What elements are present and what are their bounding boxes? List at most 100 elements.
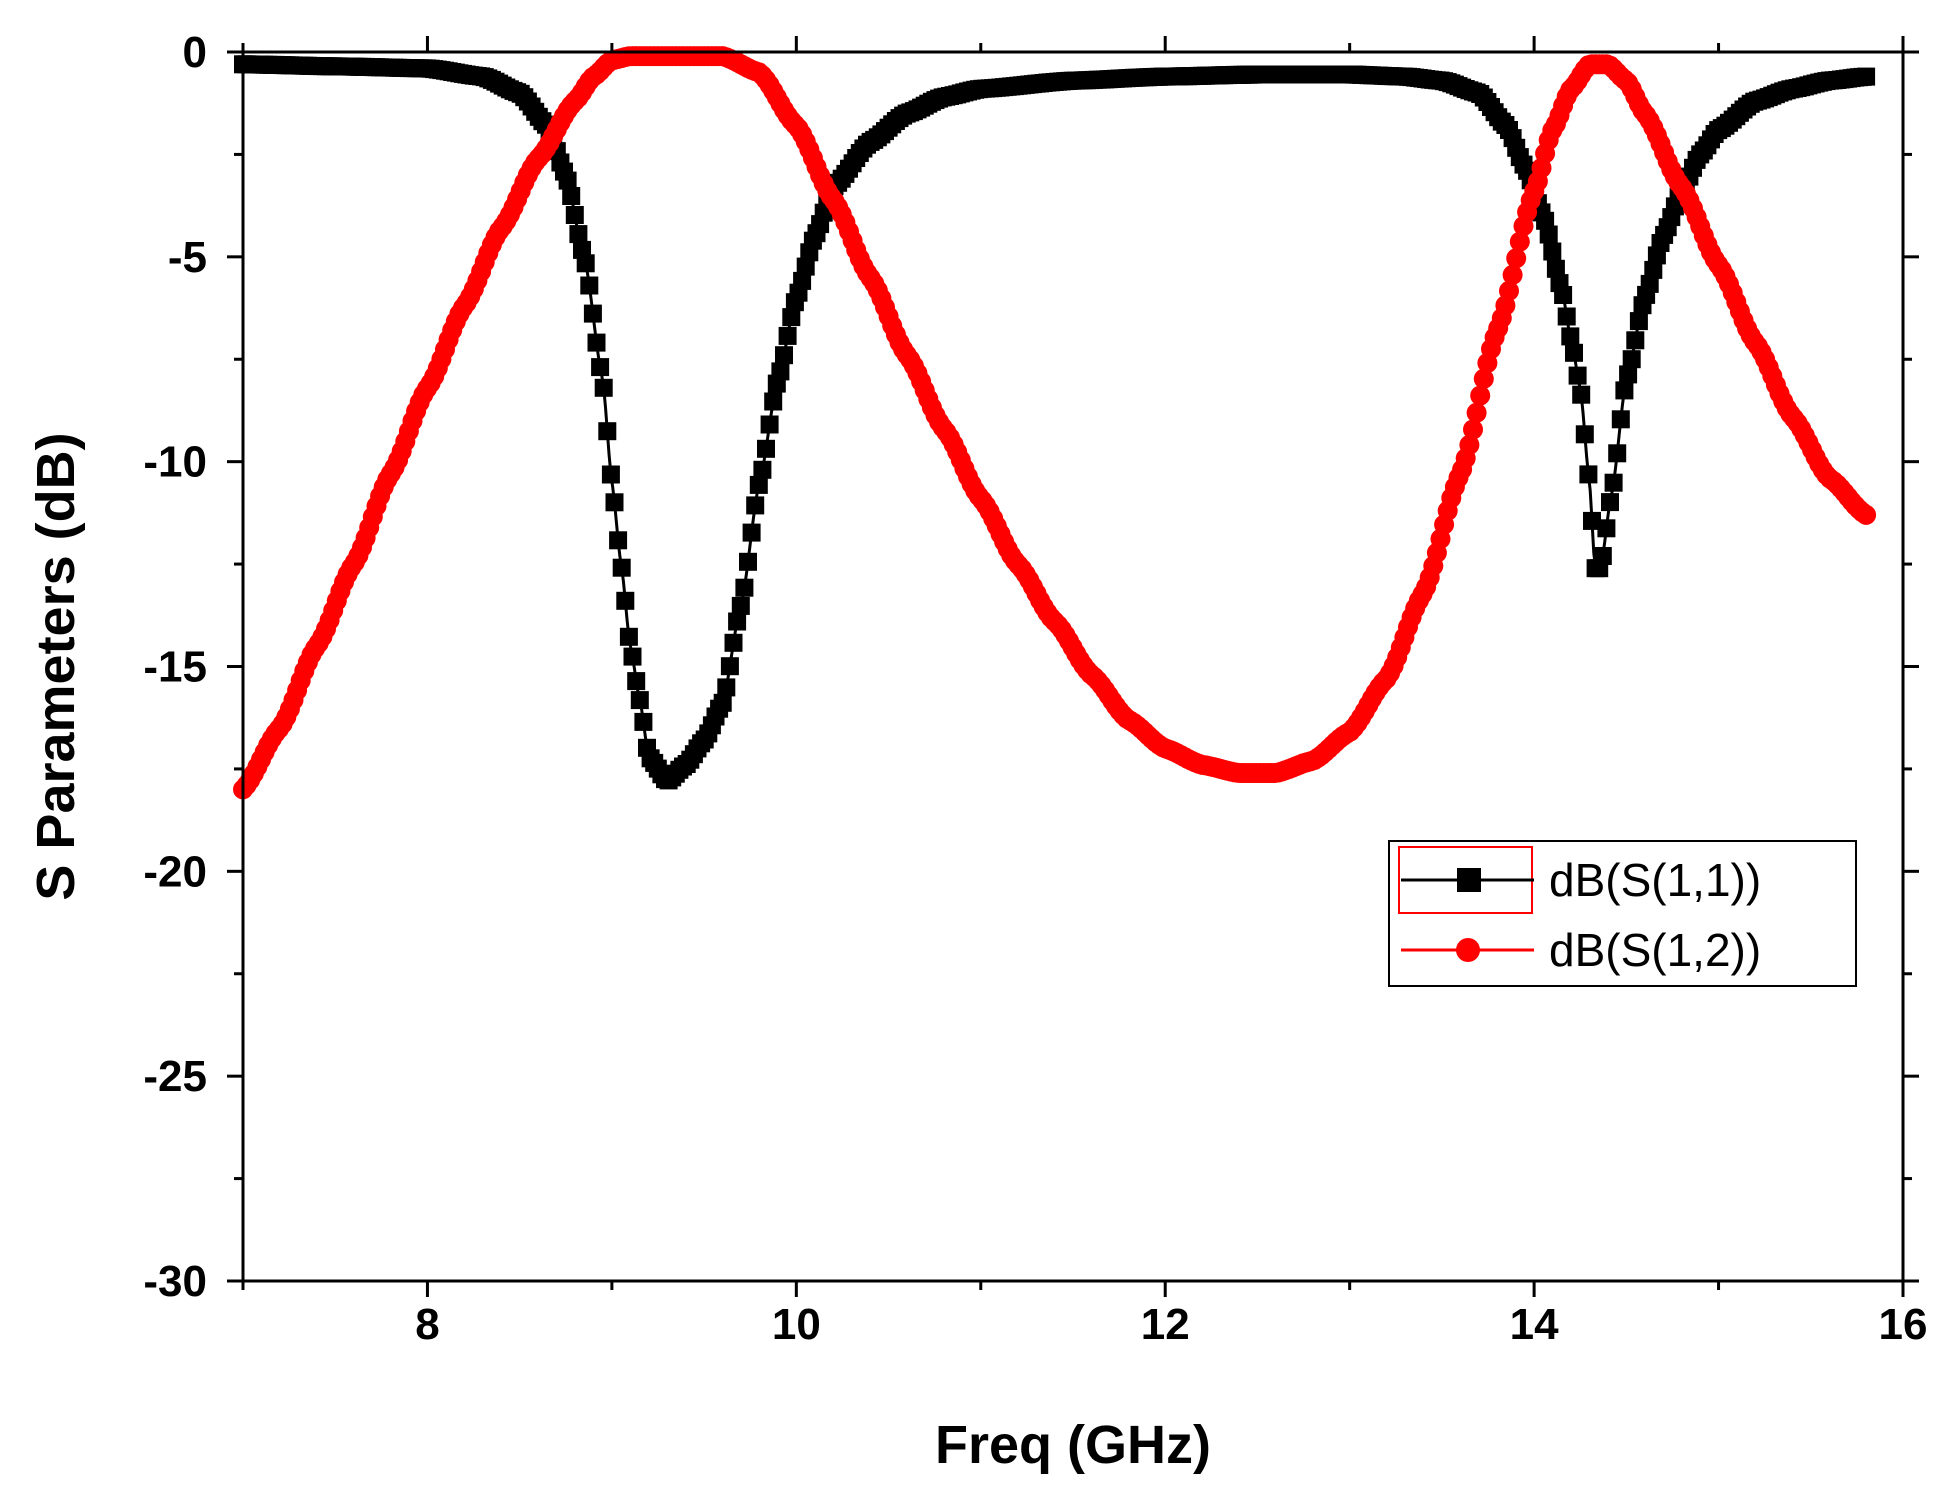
data-point [1546, 259, 1565, 278]
data-point [587, 333, 606, 352]
x-tick-label: 12 [1141, 1300, 1190, 1349]
data-point [1466, 402, 1487, 423]
data-point [616, 591, 635, 610]
data-point [1473, 368, 1494, 389]
data-point [609, 531, 628, 550]
x-axis-title: Freq (GHz) [935, 1415, 1211, 1475]
data-point [569, 225, 588, 244]
data-point [1619, 365, 1638, 384]
data-point [713, 693, 732, 712]
data-point [601, 465, 620, 484]
legend-marker-s12 [1456, 938, 1480, 962]
data-point [771, 362, 790, 381]
series-s12 [233, 46, 1877, 800]
data-point [796, 257, 815, 276]
data-point [565, 206, 584, 224]
data-point [749, 475, 768, 494]
data-point [1536, 211, 1555, 230]
data-point [1565, 343, 1583, 362]
data-point [724, 633, 743, 652]
data-point [630, 691, 649, 710]
data-point [731, 596, 750, 615]
data-point [778, 326, 797, 345]
data-point [634, 712, 653, 731]
data-point [739, 552, 757, 571]
data-point [1615, 381, 1634, 400]
data-point [720, 657, 739, 676]
data-point [728, 612, 747, 631]
data-point [1470, 385, 1491, 406]
y-tick-label: 0 [183, 28, 207, 77]
data-point [1597, 519, 1616, 538]
data-point [1629, 312, 1648, 331]
data-point [1557, 307, 1576, 326]
data-point [742, 523, 761, 542]
data-point [612, 558, 631, 577]
data-point [1640, 274, 1659, 293]
data-point [746, 496, 765, 515]
data-point [1502, 264, 1523, 285]
data-point [1604, 473, 1623, 492]
data-point [1579, 465, 1598, 484]
data-point [1593, 547, 1612, 565]
y-tick-label: -5 [168, 233, 207, 282]
legend-label-s12: dB(S(1,2)) [1549, 924, 1761, 976]
series-layer [233, 46, 1877, 800]
axis-ticks: 8 10 12 14 16 0 -5 -10 -15 -20 -25 -30 [143, 28, 1927, 1349]
data-point [1459, 434, 1480, 455]
data-point [1857, 67, 1876, 86]
y-tick-label: -25 [143, 1052, 207, 1101]
data-point [580, 276, 599, 295]
data-point [1611, 410, 1630, 429]
data-point [1622, 350, 1641, 369]
data-point [562, 187, 581, 205]
data-point [583, 304, 602, 323]
series-s11 [234, 55, 1876, 790]
data-point [717, 678, 736, 697]
data-point [1543, 242, 1562, 261]
legend-marker-s11 [1457, 868, 1481, 892]
data-point [1463, 419, 1483, 440]
data-point [757, 439, 775, 458]
data-point [735, 578, 754, 597]
legend-label-s11: dB(S(1,1)) [1549, 854, 1761, 906]
data-point [764, 392, 783, 411]
x-tick-label: 10 [772, 1300, 821, 1349]
x-tick-label: 14 [1510, 1300, 1559, 1349]
x-tick-label: 8 [415, 1300, 439, 1349]
data-point [1506, 248, 1527, 269]
data-point [1608, 444, 1627, 463]
data-point [1561, 327, 1580, 346]
data-point [1626, 331, 1645, 350]
data-point [627, 672, 646, 691]
data-point [793, 271, 812, 290]
legend: dB(S(1,1)) dB(S(1,2)) [1388, 840, 1857, 987]
data-point [1856, 504, 1877, 525]
data-point [605, 493, 624, 512]
data-point [782, 308, 801, 327]
data-point [623, 647, 642, 666]
data-point [1539, 225, 1558, 244]
data-point [1568, 366, 1587, 385]
x-tick-label: 16 [1879, 1300, 1928, 1349]
y-tick-label: -10 [143, 438, 207, 487]
y-tick-label: -30 [143, 1257, 207, 1306]
data-point [1554, 286, 1573, 304]
data-point [1583, 511, 1601, 530]
data-point [1572, 385, 1591, 404]
data-point [576, 254, 595, 273]
data-point [775, 346, 793, 365]
data-point [558, 171, 577, 190]
data-point [1601, 493, 1619, 512]
data-point [1644, 260, 1663, 279]
y-tick-label: -20 [143, 847, 207, 896]
y-axis-title: S Parameters (dB) [26, 432, 86, 900]
y-tick-label: -15 [143, 643, 207, 692]
data-point [591, 358, 610, 377]
data-point [598, 422, 617, 441]
data-point [753, 460, 772, 479]
data-point [1509, 231, 1530, 252]
data-point [619, 627, 638, 646]
data-point [594, 378, 613, 397]
